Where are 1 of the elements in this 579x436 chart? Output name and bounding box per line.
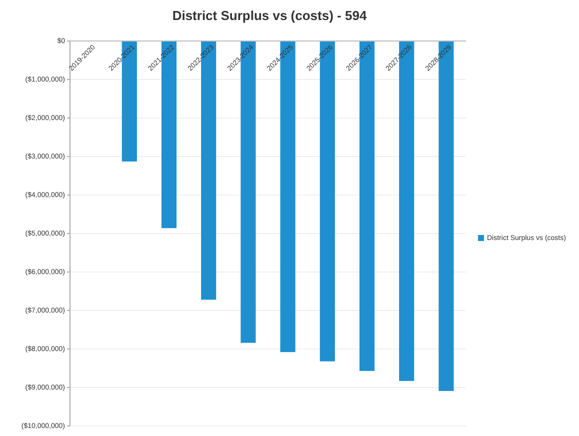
chart-title: District Surplus vs (costs) - 594 bbox=[172, 8, 368, 23]
